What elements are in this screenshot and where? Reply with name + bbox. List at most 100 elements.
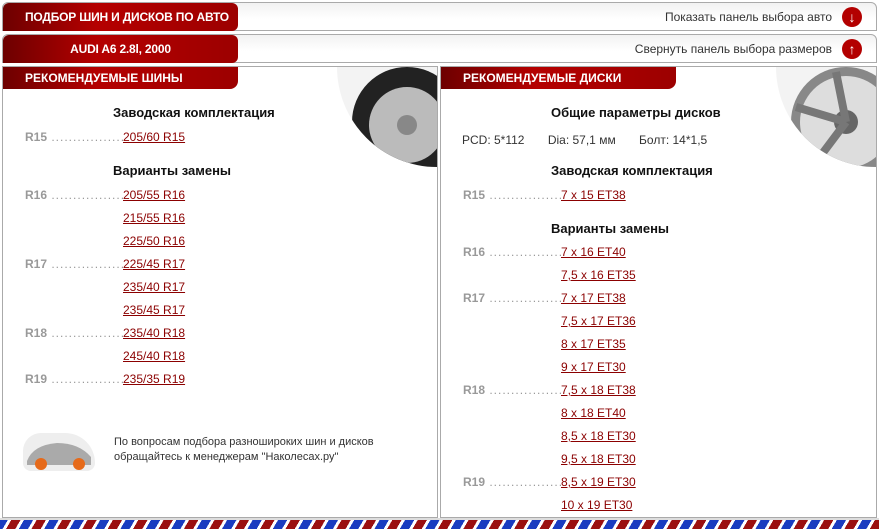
dot-leader: ....................: [489, 188, 561, 202]
tires-panel: РЕКОМЕНДУЕМЫЕ ШИНЫ Заводская комплектаци…: [2, 66, 438, 518]
rim-diameter: R16: [25, 188, 48, 202]
top-bar-title: ПОДБОР ШИН И ДИСКОВ ПО АВТО: [3, 3, 238, 31]
arrow-down-icon: ↓: [842, 7, 862, 27]
rim-diameter: R17: [463, 291, 486, 305]
tire-size-link[interactable]: 235/40 R18: [123, 326, 186, 340]
tire-size-link[interactable]: 205/55 R16: [123, 188, 186, 202]
wheel-size-link[interactable]: 9,5 x 18 ET30: [561, 452, 636, 466]
size-row: R17 ....................225/45 R17: [25, 257, 185, 280]
tire-size-link[interactable]: 225/50 R16: [123, 234, 186, 248]
wheels-factory-heading: Заводская комплектация: [551, 163, 713, 178]
rim-diameter: R15: [25, 130, 48, 144]
rim-label: R15 ....................: [463, 188, 561, 202]
arrow-up-icon: ↑: [842, 39, 862, 59]
rim-diameter: R15: [463, 188, 486, 202]
tire-size-link[interactable]: 225/45 R17: [123, 257, 186, 271]
decorative-stripe: [0, 518, 879, 529]
tires-alt-heading: Варианты замены: [113, 163, 232, 178]
bolt-value: Болт: 14*1,5: [639, 133, 708, 147]
wheel-size-link[interactable]: 9 x 17 ET30: [561, 360, 626, 374]
size-row: R17 ....................7 x 17 ET38: [463, 291, 636, 314]
rim-label: R17 ....................: [463, 291, 561, 305]
collapse-size-panel-button[interactable]: Свернуть панель выбора размеров ↑: [635, 39, 862, 59]
rim-diameter: R17: [25, 257, 48, 271]
rim-diameter: R18: [463, 383, 486, 397]
rim-diameter: R16: [463, 245, 486, 259]
size-row: 8,5 x 18 ET30: [463, 429, 636, 452]
size-row: R18 ....................235/40 R18: [25, 326, 185, 349]
size-row: 7,5 x 17 ET36: [463, 314, 636, 337]
size-row: R15 ....................205/60 R15: [25, 130, 185, 153]
size-row: R15 ....................7 x 15 ET38: [463, 188, 626, 211]
wheel-size-link[interactable]: 7 x 16 ET40: [561, 245, 626, 259]
tire-image: [337, 67, 437, 167]
collapse-size-panel-label: Свернуть панель выбора размеров: [634, 42, 832, 56]
tire-size-link[interactable]: 205/60 R15: [123, 130, 186, 144]
tire-size-link[interactable]: 245/40 R18: [123, 349, 186, 363]
size-row: R19 ....................235/35 R19: [25, 372, 185, 395]
dot-leader: ....................: [51, 326, 123, 340]
wheel-size-link[interactable]: 7 x 17 ET38: [561, 291, 626, 305]
dot-leader: ....................: [489, 475, 561, 489]
tire-size-link[interactable]: 215/55 R16: [123, 211, 186, 225]
rim-diameter: R19: [463, 475, 486, 489]
wheels-params-heading: Общие параметры дисков: [551, 105, 721, 120]
size-row: 225/50 R16: [25, 234, 185, 257]
wheel-size-link[interactable]: 8 x 18 ET40: [561, 406, 626, 420]
dot-leader: ....................: [51, 257, 123, 271]
rim-label: R15 ....................: [25, 130, 123, 144]
wheel-size-link[interactable]: 8 x 17 ET35: [561, 337, 626, 351]
car-title: AUDI A6 2.8l, 2000: [3, 35, 238, 63]
rim-diameter: R18: [25, 326, 48, 340]
dia-value: Dia: 57,1 мм: [547, 133, 616, 147]
rim-diameter: R19: [25, 372, 48, 386]
dot-leader: ....................: [489, 245, 561, 259]
size-row: R16 ....................7 x 16 ET40: [463, 245, 636, 268]
dot-leader: ....................: [51, 372, 123, 386]
size-row: 245/40 R18: [25, 349, 185, 372]
rim-label: R16 ....................: [25, 188, 123, 202]
rim-label: R19 ....................: [25, 372, 123, 386]
show-car-panel-label: Показать панель выбора авто: [664, 10, 832, 24]
wheel-image: [776, 67, 876, 167]
wheel-size-link[interactable]: 10 x 19 ET30: [561, 498, 633, 512]
tire-size-link[interactable]: 235/35 R19: [123, 372, 186, 386]
wheel-size-link[interactable]: 7 x 15 ET38: [561, 188, 626, 202]
top-bar: ПОДБОР ШИН И ДИСКОВ ПО АВТО Показать пан…: [2, 2, 877, 31]
wheel-size-link[interactable]: 8,5 x 18 ET30: [561, 429, 636, 443]
wheels-panel-title: РЕКОМЕНДУЕМЫЕ ДИСКИ: [441, 67, 676, 89]
dot-leader: ....................: [51, 130, 123, 144]
rim-label: R17 ....................: [25, 257, 123, 271]
rim-label: R18 ....................: [463, 383, 561, 397]
tire-size-link[interactable]: 235/45 R17: [123, 303, 186, 317]
dot-leader: ....................: [489, 291, 561, 305]
car-image: [23, 433, 95, 471]
contact-note: По вопросам подбора разноширокиx шин и д…: [114, 436, 374, 463]
wheel-size-link[interactable]: 8,5 x 19 ET30: [561, 475, 636, 489]
rim-label: R19 ....................: [463, 475, 561, 489]
show-car-panel-button[interactable]: Показать панель выбора авто ↓: [665, 7, 862, 27]
tires-panel-title: РЕКОМЕНДУЕМЫЕ ШИНЫ: [3, 67, 238, 89]
wheel-size-link[interactable]: 7,5 x 17 ET36: [561, 314, 636, 328]
pcd-value: PCD: 5*112: [462, 133, 525, 147]
size-row: 9 x 17 ET30: [463, 360, 636, 383]
tire-size-link[interactable]: 235/40 R17: [123, 280, 186, 294]
tires-factory-heading: Заводская комплектация: [113, 105, 275, 120]
car-bar: AUDI A6 2.8l, 2000 Свернуть панель выбор…: [2, 34, 877, 63]
wheel-size-link[interactable]: 7,5 x 18 ET38: [561, 383, 636, 397]
size-row: 8 x 18 ET40: [463, 406, 636, 429]
wheels-panel: РЕКОМЕНДУЕМЫЕ ДИСКИ Общие параметры диск…: [440, 66, 877, 518]
size-row: R16 ....................205/55 R16: [25, 188, 185, 211]
size-row: 235/40 R17: [25, 280, 185, 303]
rim-label: R18 ....................: [25, 326, 123, 340]
size-row: 9,5 x 18 ET30: [463, 452, 636, 475]
wheel-size-link[interactable]: 7,5 x 16 ET35: [561, 268, 636, 282]
size-row: R19 ....................8,5 x 19 ET30: [463, 475, 636, 498]
size-row: 10 x 19 ET30: [463, 498, 636, 517]
wheels-alt-heading: Варианты замены: [551, 221, 670, 236]
size-row: 8 x 17 ET35: [463, 337, 636, 360]
dot-leader: ....................: [51, 188, 123, 202]
size-row: R18 ....................7,5 x 18 ET38: [463, 383, 636, 406]
rim-label: R16 ....................: [463, 245, 561, 259]
dot-leader: ....................: [489, 383, 561, 397]
